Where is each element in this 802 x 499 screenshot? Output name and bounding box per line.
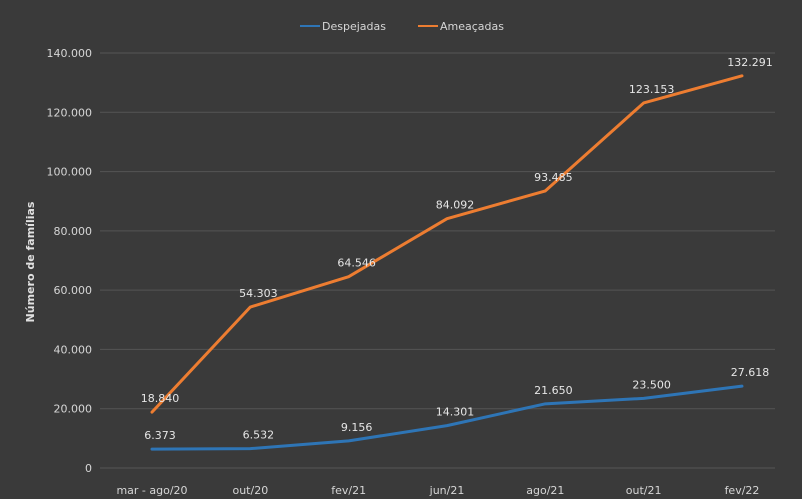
data-label: 9.156 (341, 421, 373, 434)
data-label: 14.301 (436, 406, 475, 419)
data-label: 93.485 (534, 171, 573, 184)
x-tick-label: jun/21 (429, 484, 465, 497)
data-label: 18.840 (141, 392, 180, 405)
y-tick-label: 20.000 (54, 403, 93, 416)
y-tick-label: 80.000 (54, 225, 93, 238)
data-label: 6.532 (243, 429, 275, 442)
legend-entry: Despejadas (322, 20, 386, 33)
y-tick-label: 100.000 (47, 166, 93, 179)
data-label: 23.500 (632, 378, 671, 391)
y-tick-label: 0 (85, 462, 92, 475)
x-tick-label: ago/21 (526, 484, 564, 497)
x-tick-label: mar - ago/20 (116, 484, 187, 497)
y-axis-label: Número de famílias (24, 201, 37, 322)
x-tick-label: fev/22 (725, 484, 760, 497)
x-tick-label: fev/21 (331, 484, 366, 497)
data-label: 6.373 (144, 429, 176, 442)
y-tick-label: 40.000 (54, 343, 93, 356)
series-lines (150, 74, 744, 451)
data-label: 84.092 (436, 199, 475, 212)
y-axis-ticks: 0 20.000 40.000 60.000 80.000 100.000 120.000 1… (47, 47, 93, 475)
data-labels: 6.373 6.532 9.156 14.301 21.650 23.500 27.618 1… (141, 56, 773, 442)
y-tick-label: 140.000 (47, 47, 93, 60)
data-label: 21.650 (534, 384, 573, 397)
data-label: 132.291 (727, 56, 773, 69)
legend: Despejadas Ameaçadas (300, 20, 504, 33)
x-tick-label: out/20 (232, 484, 268, 497)
legend-entry: Ameaçadas (440, 20, 504, 33)
series-line-despejadas (150, 384, 744, 451)
series-line-ameaçadas (150, 74, 744, 414)
y-tick-label: 60.000 (54, 284, 93, 297)
data-label: 27.618 (731, 366, 770, 379)
data-label: 123.153 (629, 83, 675, 96)
data-label: 64.546 (337, 257, 376, 270)
x-tick-label: out/21 (626, 484, 662, 497)
x-axis-ticks: mar - ago/20 out/20 fev/21 jun/21 ago/21 out/… (116, 484, 759, 497)
data-label: 54.303 (239, 287, 278, 300)
y-tick-label: 120.000 (47, 106, 93, 119)
